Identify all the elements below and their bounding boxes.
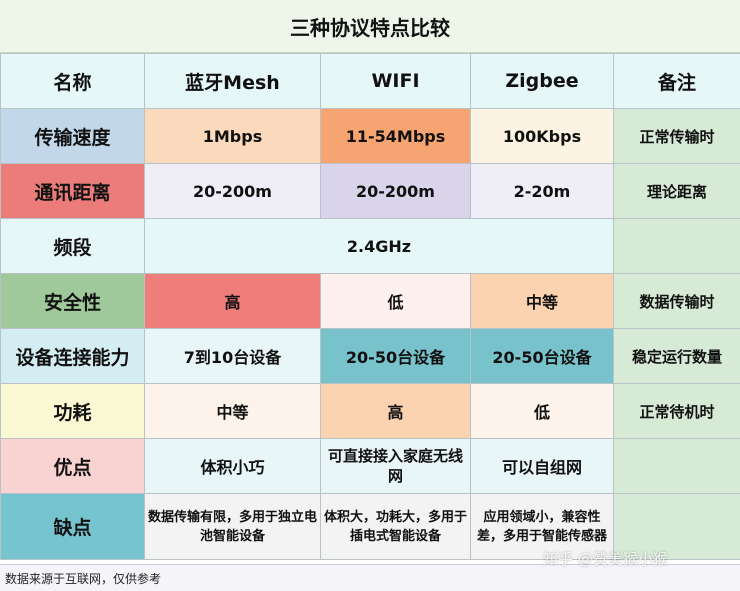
cell-wifi: 11-54Mbps: [320, 108, 471, 164]
cell-zigbee: 20-50台设备: [470, 328, 614, 384]
table-row-cons: 缺点 数据传输有限，多用于独立电池智能设备 体积大，功耗大，多用于插电式智能设备…: [0, 493, 740, 560]
cell-bluetooth: 7到10台设备: [144, 328, 321, 384]
header-wifi: WIFI: [320, 53, 471, 109]
comparison-table: 名称 蓝牙Mesh WIFI Zigbee 备注 传输速度 1Mbps 11-5…: [0, 53, 740, 560]
table-row-speed: 传输速度 1Mbps 11-54Mbps 100Kbps 正常传输时: [0, 108, 740, 164]
row-label: 设备连接能力: [0, 328, 145, 384]
header-zigbee: Zigbee: [470, 53, 614, 109]
cell-note: [613, 218, 740, 274]
page-title: 三种协议特点比较: [0, 0, 740, 53]
row-label: 通讯距离: [0, 163, 145, 219]
cell-wifi: 20-50台设备: [320, 328, 471, 384]
cell-zigbee: 应用领域小，兼容性差，多用于智能传感器: [470, 493, 614, 560]
header-bluetooth-mesh: 蓝牙Mesh: [144, 53, 321, 109]
cell-bluetooth: 1Mbps: [144, 108, 321, 164]
cell-bluetooth: 中等: [144, 383, 321, 439]
cell-bluetooth: 高: [144, 273, 321, 329]
row-label: 频段: [0, 218, 145, 274]
cell-note: [613, 438, 740, 494]
cell-note: 稳定运行数量: [613, 328, 740, 384]
table-header-row: 名称 蓝牙Mesh WIFI Zigbee 备注: [0, 53, 740, 109]
cell-note: 正常待机时: [613, 383, 740, 439]
cell-note: 正常传输时: [613, 108, 740, 164]
cell-zigbee: 100Kbps: [470, 108, 614, 164]
cell-wifi: 20-200m: [320, 163, 471, 219]
cell-zigbee: 2-20m: [470, 163, 614, 219]
table-row-security: 安全性 高 低 中等 数据传输时: [0, 273, 740, 329]
table-row-power: 功耗 中等 高 低 正常待机时: [0, 383, 740, 439]
row-label: 优点: [0, 438, 145, 494]
cell-zigbee: 低: [470, 383, 614, 439]
cell-wifi: 低: [320, 273, 471, 329]
cell-wifi: 体积大，功耗大，多用于插电式智能设备: [320, 493, 471, 560]
watermark-text: 知乎 @赞美猴小猴: [543, 550, 668, 568]
row-label: 安全性: [0, 273, 145, 329]
cell-note: 理论距离: [613, 163, 740, 219]
cell-bluetooth: 20-200m: [144, 163, 321, 219]
table-row-pros: 优点 体积小巧 可直接接入家庭无线网 可以自组网: [0, 438, 740, 494]
table-row-band: 频段 2.4GHz: [0, 218, 740, 274]
row-label: 传输速度: [0, 108, 145, 164]
row-label: 缺点: [0, 493, 145, 560]
cell-zigbee: 中等: [470, 273, 614, 329]
row-label: 功耗: [0, 383, 145, 439]
cell-note: [613, 493, 740, 560]
header-note: 备注: [613, 53, 740, 109]
cell-bluetooth: 体积小巧: [144, 438, 321, 494]
header-name: 名称: [0, 53, 145, 109]
footer-bar: 数据来源于互联网，仅供参考: [0, 564, 740, 591]
cell-band-span: 2.4GHz: [144, 218, 614, 274]
table-row-distance: 通讯距离 20-200m 20-200m 2-20m 理论距离: [0, 163, 740, 219]
cell-bluetooth: 数据传输有限，多用于独立电池智能设备: [144, 493, 321, 560]
cell-zigbee: 可以自组网: [470, 438, 614, 494]
source-note: 数据来源于互联网，仅供参考: [5, 572, 162, 586]
table-row-connectivity: 设备连接能力 7到10台设备 20-50台设备 20-50台设备 稳定运行数量: [0, 328, 740, 384]
cell-wifi: 高: [320, 383, 471, 439]
cell-wifi: 可直接接入家庭无线网: [320, 438, 471, 494]
cell-note: 数据传输时: [613, 273, 740, 329]
